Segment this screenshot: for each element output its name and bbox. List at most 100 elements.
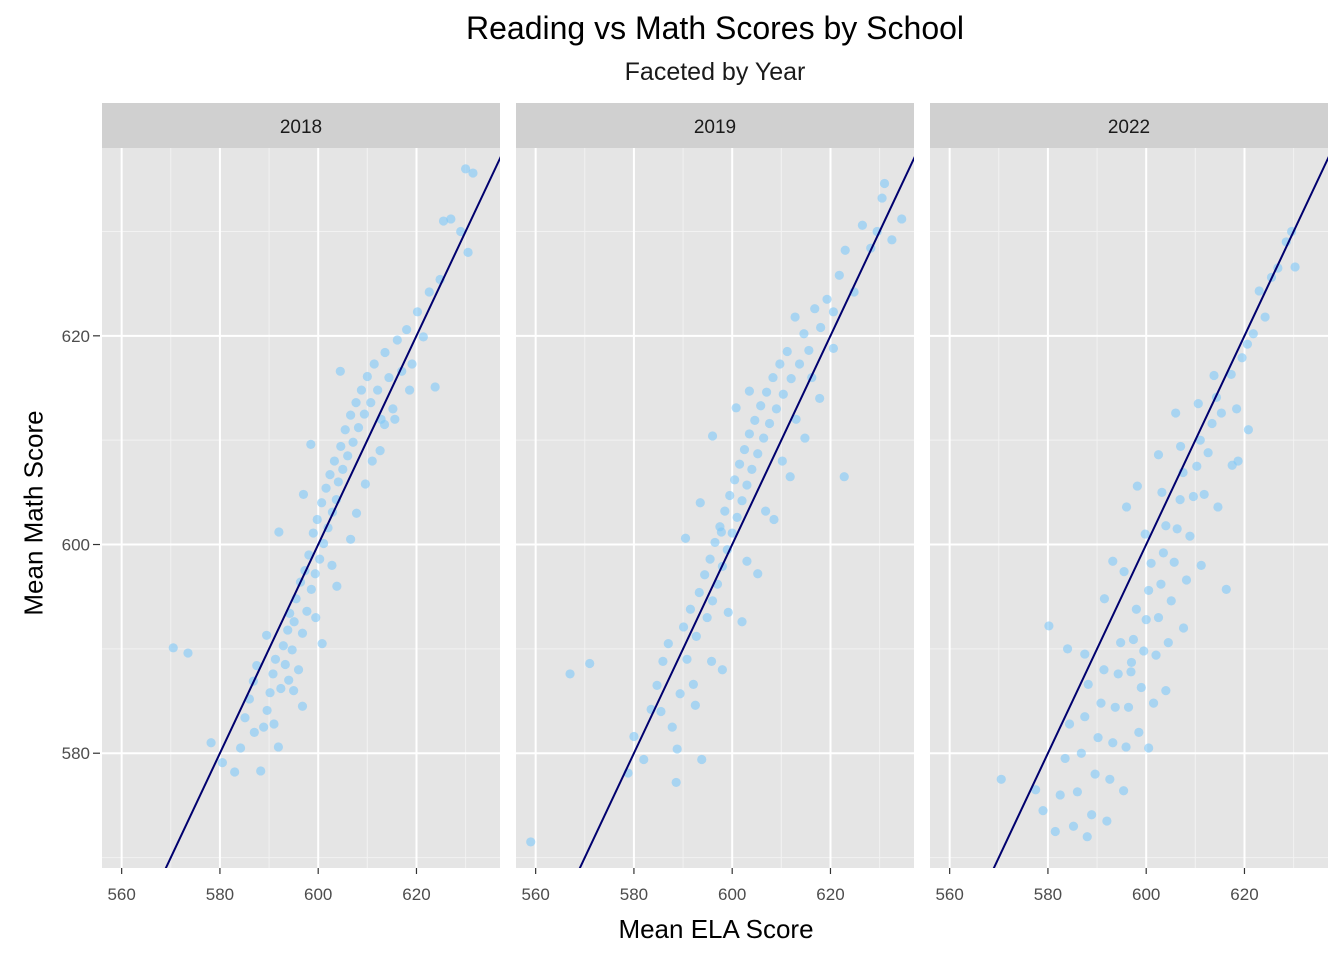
data-point	[791, 414, 801, 424]
data-point	[1196, 560, 1206, 570]
data-point	[1128, 634, 1139, 645]
data-point	[438, 216, 449, 226]
data-point	[308, 528, 318, 538]
data-point	[217, 758, 227, 768]
data-point	[1161, 686, 1171, 696]
data-point	[739, 444, 750, 455]
data-point	[366, 398, 376, 408]
data-point	[1260, 312, 1270, 322]
data-point	[716, 527, 726, 537]
data-point	[329, 456, 340, 466]
data-point	[206, 738, 216, 748]
data-point	[278, 641, 288, 651]
facet-panel-2019: 2019 560 580 600 620	[516, 103, 914, 904]
data-point	[360, 479, 370, 489]
data-point	[240, 713, 250, 723]
data-point	[1110, 702, 1120, 712]
data-point	[1139, 646, 1149, 656]
data-point	[1144, 585, 1154, 596]
data-point	[359, 409, 369, 419]
data-point	[1248, 329, 1258, 339]
data-point	[348, 437, 358, 447]
data-point	[373, 385, 383, 395]
data-point	[430, 382, 440, 392]
data-point	[1209, 370, 1219, 381]
data-point	[834, 270, 844, 280]
data-point	[720, 506, 730, 516]
data-point	[1140, 529, 1150, 539]
x-tick-label: 600	[304, 885, 332, 904]
data-point	[750, 415, 760, 425]
data-point	[761, 506, 771, 516]
data-point	[1199, 489, 1209, 500]
data-point	[456, 226, 466, 237]
data-point	[1178, 623, 1189, 633]
data-point	[1171, 408, 1181, 418]
data-point	[1185, 531, 1195, 541]
data-point	[333, 477, 343, 487]
data-point	[274, 527, 284, 537]
x-tick-label: 560	[521, 885, 549, 904]
data-point	[753, 449, 763, 459]
data-point	[311, 612, 321, 623]
data-point	[879, 178, 890, 189]
data-point	[1227, 460, 1237, 470]
data-point	[1131, 604, 1141, 614]
data-point	[1144, 743, 1154, 753]
data-point	[785, 472, 795, 482]
data-point	[1146, 558, 1156, 568]
data-point	[293, 665, 304, 675]
data-point	[1050, 826, 1060, 837]
data-point	[725, 490, 735, 501]
data-point	[585, 658, 595, 669]
data-point	[336, 441, 346, 452]
x-tick-label: 620	[1230, 885, 1258, 904]
data-point	[887, 235, 897, 245]
x-tick-label: 580	[1034, 885, 1062, 904]
data-point	[753, 569, 763, 579]
data-point	[1163, 638, 1173, 648]
data-point	[380, 347, 390, 358]
reference-line	[164, 156, 500, 868]
data-point	[273, 742, 283, 752]
data-point	[1096, 698, 1106, 708]
data-point	[700, 570, 710, 580]
data-point	[658, 656, 668, 666]
data-point	[794, 359, 805, 369]
data-point	[1102, 816, 1112, 826]
data-point	[1134, 727, 1144, 737]
data-point	[375, 446, 385, 456]
reference-line	[578, 156, 914, 868]
data-point	[771, 404, 782, 414]
data-point	[764, 418, 775, 429]
data-point	[1099, 665, 1109, 675]
data-point	[388, 404, 398, 414]
data-point	[369, 359, 379, 369]
data-point	[1136, 682, 1146, 693]
data-point	[353, 423, 364, 433]
data-point	[790, 312, 800, 322]
data-point	[737, 496, 747, 506]
data-point	[319, 538, 329, 549]
x-tick-label: 580	[620, 885, 648, 904]
data-point	[1151, 650, 1161, 660]
data-point	[629, 731, 639, 742]
data-point	[392, 335, 402, 345]
data-point	[1044, 621, 1054, 631]
data-point	[667, 722, 677, 732]
x-tick-label: 600	[718, 885, 746, 904]
data-point	[1172, 524, 1182, 534]
data-point	[737, 617, 747, 627]
data-point	[390, 414, 400, 424]
data-point	[707, 596, 718, 606]
x-axis-label: Mean ELA Score	[618, 914, 814, 944]
data-point	[680, 533, 691, 543]
data-point	[315, 554, 325, 564]
data-point	[828, 343, 839, 353]
y-tick-label: 580	[62, 744, 90, 763]
data-point	[351, 508, 362, 518]
data-point	[727, 528, 737, 538]
data-point	[276, 683, 286, 694]
data-point	[526, 837, 536, 847]
data-point	[1290, 262, 1300, 272]
